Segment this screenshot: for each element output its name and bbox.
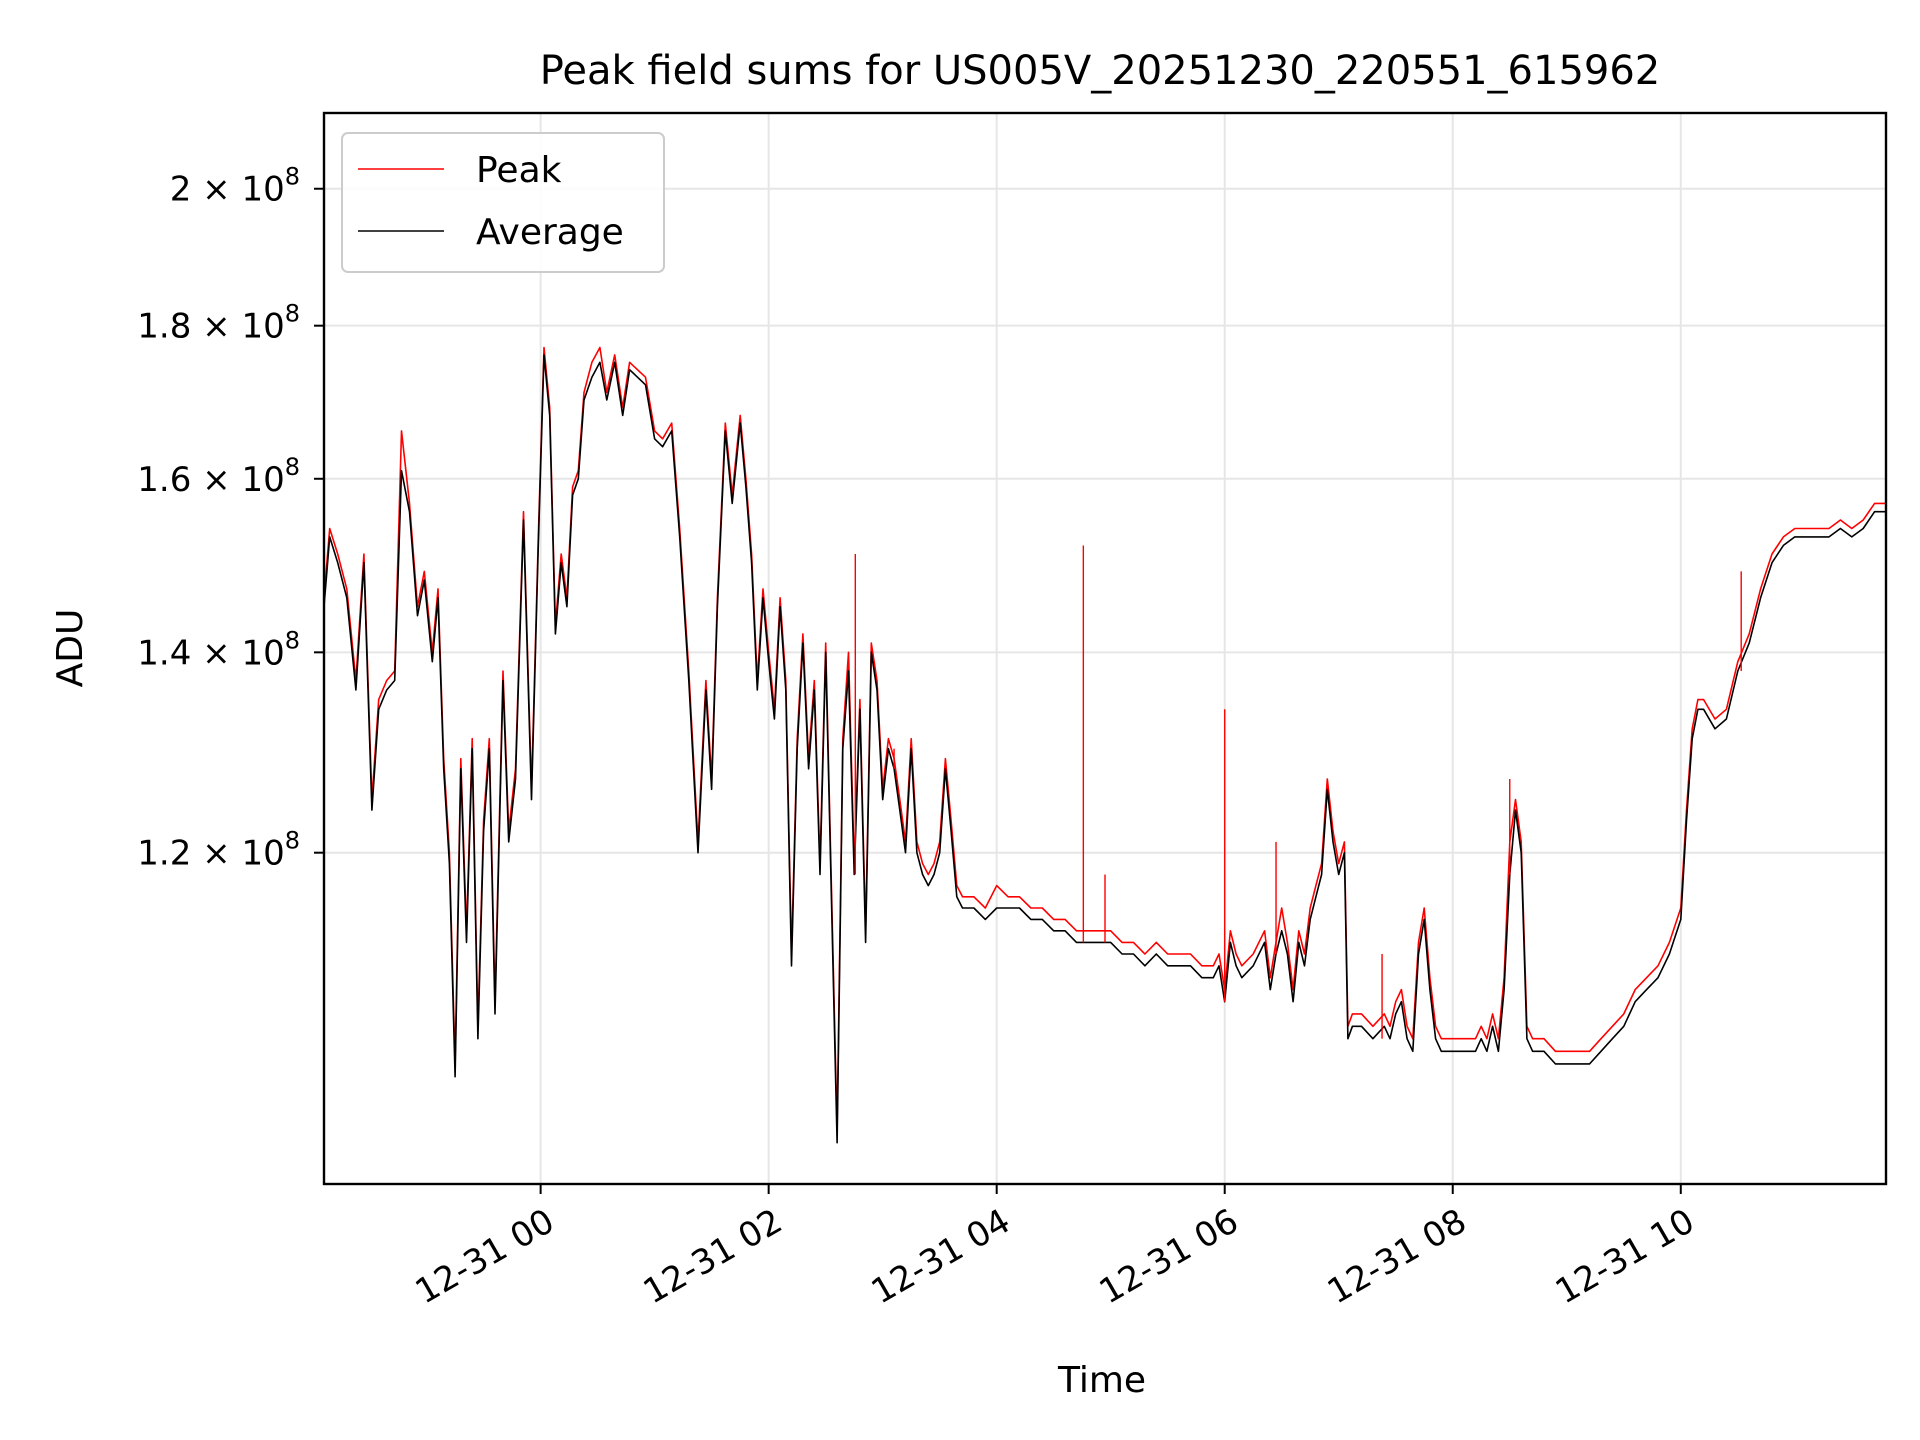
y-tick-label: 1.2 × 108 — [137, 827, 300, 874]
legend-box — [341, 132, 665, 273]
y-tick-label: 2 × 108 — [170, 163, 300, 210]
legend-label-average: Average — [476, 212, 624, 253]
series-line-peak — [324, 346, 1886, 1131]
y-tick-label: 1.8 × 108 — [137, 300, 300, 347]
series-layer — [324, 346, 1886, 1144]
y-axis-label: ADU — [50, 609, 91, 688]
series-line-average — [324, 354, 1886, 1144]
chart-title: Peak field sums for US005V_20251230_2205… — [540, 48, 1661, 94]
y-axis: 1.2 × 108 1.4 × 108 1.6 × 108 1.8 × 108 2 × … — [137, 163, 324, 874]
x-axis-label: Time — [1057, 1360, 1146, 1401]
y-tick-label: 1.4 × 108 — [137, 626, 300, 673]
y-tick-label: 1.6 × 108 — [137, 453, 300, 500]
legend-label-peak: Peak — [476, 150, 562, 191]
plot-frame — [322, 111, 1888, 1186]
legend: Peak Average — [341, 132, 665, 273]
